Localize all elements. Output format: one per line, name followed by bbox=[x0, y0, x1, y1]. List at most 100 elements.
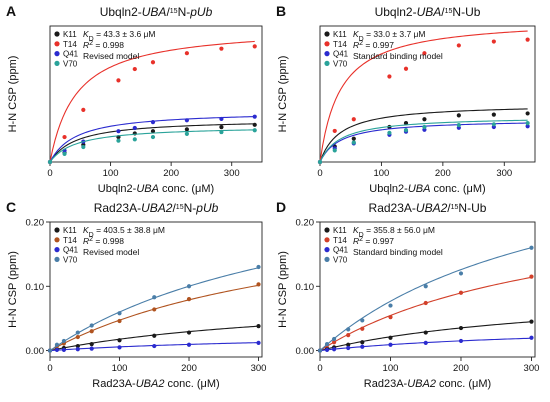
fit-curve bbox=[319, 321, 532, 352]
data-point bbox=[491, 39, 496, 44]
data-point bbox=[132, 137, 137, 142]
r2-annotation: R2 = 0.998 bbox=[83, 236, 124, 247]
x-axis-label: Ubqln2-UBA conc. (μM) bbox=[369, 183, 485, 195]
x-tick-label: 100 bbox=[373, 168, 389, 179]
legend-marker bbox=[54, 60, 60, 66]
data-point bbox=[132, 125, 137, 131]
data-point bbox=[186, 284, 192, 289]
data-point bbox=[252, 128, 257, 133]
data-point bbox=[456, 113, 461, 118]
legend-marker bbox=[324, 41, 330, 47]
data-point bbox=[423, 340, 428, 345]
data-point bbox=[252, 44, 257, 49]
data-point bbox=[89, 329, 94, 334]
data-point bbox=[152, 343, 157, 349]
data-point bbox=[529, 274, 534, 279]
y-tick-label: 0.10 bbox=[26, 282, 45, 293]
x-tick-label: 200 bbox=[435, 168, 451, 179]
panel-letter: B bbox=[276, 3, 286, 19]
x-tick-label: 200 bbox=[453, 363, 469, 374]
data-point bbox=[61, 347, 67, 353]
data-point bbox=[525, 121, 530, 126]
data-point bbox=[116, 78, 121, 83]
legend-marker bbox=[54, 227, 60, 233]
data-point bbox=[256, 340, 261, 345]
legend-marker bbox=[324, 31, 330, 37]
x-tick-label: 0 bbox=[47, 168, 52, 179]
data-point bbox=[117, 318, 122, 324]
series-v70 bbox=[47, 264, 261, 353]
x-tick-label: 200 bbox=[163, 168, 179, 179]
data-point bbox=[252, 114, 257, 119]
legend-entry: T14 bbox=[333, 40, 347, 49]
data-point bbox=[317, 348, 323, 353]
data-point bbox=[388, 315, 393, 320]
series-v70 bbox=[47, 128, 257, 165]
x-tick-label: 0 bbox=[317, 168, 322, 179]
data-point bbox=[351, 117, 356, 122]
data-point bbox=[184, 131, 189, 136]
legend-marker bbox=[324, 227, 330, 233]
data-point bbox=[351, 140, 356, 145]
legend-marker bbox=[54, 247, 60, 253]
data-point bbox=[150, 134, 156, 140]
x-tick-label: 100 bbox=[103, 168, 119, 179]
data-point bbox=[491, 112, 496, 117]
fit-curve bbox=[319, 108, 528, 163]
legend-entry: T14 bbox=[63, 236, 77, 245]
data-point bbox=[360, 344, 365, 349]
panel-title: Rad23A-UBA2/15N-pUb bbox=[94, 201, 219, 215]
data-point bbox=[403, 66, 409, 71]
data-point bbox=[252, 122, 257, 127]
legend-entry: V70 bbox=[333, 59, 348, 68]
data-point bbox=[456, 43, 461, 48]
data-point bbox=[117, 345, 122, 350]
data-point bbox=[360, 326, 365, 331]
data-point bbox=[317, 159, 323, 165]
series-q41 bbox=[47, 340, 261, 353]
data-point bbox=[324, 342, 330, 347]
data-point bbox=[529, 335, 534, 340]
series-q41 bbox=[317, 122, 530, 165]
panel-title: Ubqln2-UBA/15N-pUb bbox=[100, 5, 213, 19]
legend-entry: K11 bbox=[333, 226, 347, 235]
data-point bbox=[62, 134, 67, 140]
data-point bbox=[388, 303, 393, 308]
data-point bbox=[346, 345, 351, 351]
y-tick-label: 0.00 bbox=[296, 346, 315, 357]
x-tick-label: 0 bbox=[317, 363, 322, 374]
series-q41 bbox=[317, 335, 534, 353]
data-point bbox=[132, 66, 137, 72]
panel-letter: D bbox=[276, 199, 286, 215]
model-annotation: Standard binding model bbox=[353, 247, 443, 257]
x-tick-label: 0 bbox=[47, 363, 52, 374]
data-point bbox=[388, 335, 393, 340]
data-point bbox=[150, 120, 156, 125]
model-annotation: Revised model bbox=[83, 51, 139, 61]
legend-marker bbox=[324, 237, 330, 243]
plot-frame bbox=[49, 25, 263, 163]
model-annotation: Standard binding model bbox=[353, 51, 443, 61]
data-point bbox=[150, 60, 156, 65]
data-point bbox=[491, 122, 496, 127]
panel-c: C Rad23A-UBA2/15N-pUb 0 100 200 300 0.00 0.10 0.… bbox=[6, 199, 266, 390]
legend-entry: T14 bbox=[333, 236, 347, 245]
legend-entry: V70 bbox=[63, 59, 78, 68]
kd-annotation: KD = 355.8 ± 56.0 μM bbox=[353, 225, 435, 239]
data-point bbox=[346, 342, 351, 347]
data-point bbox=[388, 342, 393, 347]
fit-curve bbox=[49, 123, 255, 163]
r2-annotation: R2 = 0.997 bbox=[353, 40, 394, 51]
y-tick-label: 0.00 bbox=[26, 346, 45, 357]
data-point bbox=[351, 136, 356, 141]
legend-entry: T14 bbox=[63, 40, 77, 49]
data-point bbox=[75, 334, 80, 340]
data-point bbox=[116, 129, 121, 134]
fit-curve bbox=[319, 119, 528, 163]
model-annotation: Revised model bbox=[83, 247, 139, 257]
x-tick-label: 200 bbox=[181, 363, 197, 374]
legend-entry: K11 bbox=[333, 30, 347, 39]
data-point bbox=[525, 124, 530, 129]
panel-b: B Ubqln2-UBA/15N-Ub 0 100 200 300 Ubqln2-UBA c… bbox=[276, 3, 536, 195]
fit-curve bbox=[49, 40, 255, 163]
